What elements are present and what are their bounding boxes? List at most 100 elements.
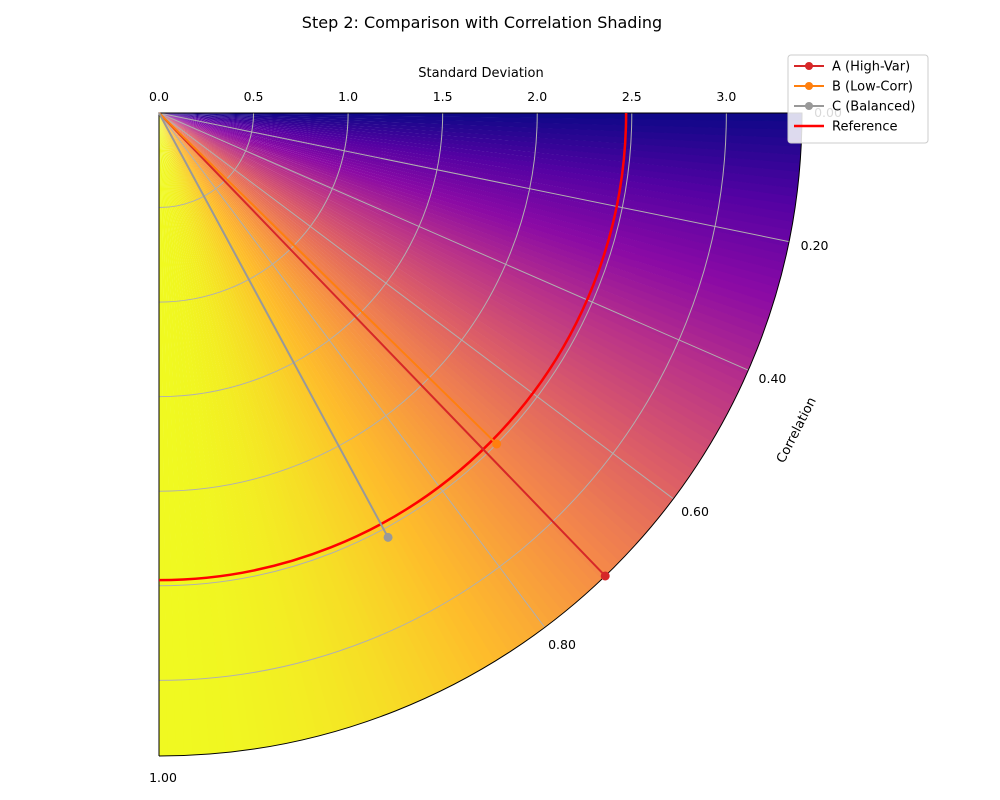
std-grid-arc <box>158 112 444 398</box>
corr-tick-label: 0.20 <box>801 238 829 253</box>
std-grid-arc <box>158 112 727 681</box>
std-tick-label: 3.0 <box>716 89 736 104</box>
shading-wedge <box>159 113 554 632</box>
shading-wedge <box>159 113 724 437</box>
shading-wedge <box>159 113 446 697</box>
shading-wedge <box>159 113 799 223</box>
shading-wedge <box>159 113 728 430</box>
shading-wedge <box>159 113 802 122</box>
shading-wedge <box>159 113 789 273</box>
shading-wedge <box>159 113 392 721</box>
legend-marker <box>805 62 813 70</box>
shading-wedge <box>159 113 498 670</box>
shading-wedge <box>159 113 560 627</box>
shading-wedge <box>159 113 683 501</box>
shading-wedge <box>159 113 744 400</box>
shading-wedge <box>159 113 792 256</box>
shading-wedge <box>159 113 512 661</box>
plot-frame <box>158 112 803 757</box>
shading-wedge <box>159 113 400 718</box>
shading-wedge <box>159 113 794 248</box>
shading-wedge <box>159 113 423 708</box>
shading-wedge <box>159 113 483 678</box>
std-grid-arc <box>158 112 538 492</box>
reference-arc <box>158 112 628 582</box>
std-tick-label: 1.5 <box>433 89 453 104</box>
shading-wedge <box>159 113 802 156</box>
shading-wedge <box>159 113 711 459</box>
shading-wedge <box>159 113 796 240</box>
shading-wedge <box>159 113 540 642</box>
corr-tick-label: 0.80 <box>548 637 576 652</box>
shading-wedge <box>159 113 533 647</box>
shading-wedge <box>159 113 415 711</box>
legend-label: Reference <box>832 120 897 135</box>
shading-wedge <box>159 113 646 546</box>
shading-wedge <box>159 113 586 605</box>
shading-wedge <box>159 113 802 173</box>
shading-wedge <box>159 113 376 726</box>
shading-wedge <box>159 113 505 665</box>
shading-wedge <box>159 113 782 297</box>
shading-wedge <box>159 113 716 452</box>
std-grid-arc <box>158 112 633 587</box>
shading-wedge <box>159 113 772 329</box>
shading-wedge <box>159 113 593 600</box>
shading-wedge <box>159 113 791 265</box>
shading-wedge <box>159 113 802 139</box>
legend-box <box>787 54 929 144</box>
shading-wedge <box>159 113 327 741</box>
shading-wedge <box>159 113 688 494</box>
corr-tick-label: 0.40 <box>759 371 787 386</box>
std-tick-label: 2.0 <box>527 89 547 104</box>
shading-wedge <box>159 113 491 674</box>
shading-wedge <box>159 113 757 369</box>
shading-wedge <box>159 113 344 736</box>
shading-wedge <box>159 113 740 407</box>
shading-wedge <box>159 113 802 190</box>
shading-wedge <box>159 113 802 147</box>
shading-wedge <box>159 113 668 521</box>
corr-grid-spoke <box>158 112 749 371</box>
shading-wedge <box>159 113 775 321</box>
shading-wedge <box>159 113 787 281</box>
shading-wedge <box>159 113 384 723</box>
shading-wedge <box>159 113 519 656</box>
shading-wedge <box>159 113 702 473</box>
series-marker <box>383 532 393 542</box>
legend-label: C (Balanced) <box>832 100 915 115</box>
shading-wedge <box>159 113 663 527</box>
shading-wedge <box>159 113 336 738</box>
grid <box>158 112 790 681</box>
series-line <box>158 112 389 538</box>
std-grid-arc <box>158 112 349 303</box>
shading-wedge <box>159 113 780 305</box>
shading-wedge <box>159 113 629 565</box>
std-tick-label: 0.0 <box>149 89 169 104</box>
shading-wedge <box>159 113 360 731</box>
shading-wedge <box>159 113 802 181</box>
diagram-frame <box>158 112 803 757</box>
shading-wedge <box>159 113 802 130</box>
corr-grid-spoke <box>158 112 790 243</box>
shading-wedge <box>159 113 476 682</box>
legend: A (High-Var) B (Low-Corr) C (Balanced) Refe… <box>787 54 929 144</box>
shading-wedge <box>159 113 617 577</box>
chart-title: Step 2: Comparison with Correlation Shad… <box>302 13 662 32</box>
shading-wedge <box>159 113 751 384</box>
shading-wedge <box>159 113 368 729</box>
shading-wedge <box>159 113 635 559</box>
std-tick-label: 0.5 <box>244 89 264 104</box>
shading-wedge <box>159 113 801 206</box>
shading-wedge <box>159 113 747 392</box>
shading-wedge <box>159 113 652 540</box>
shading-wedge <box>159 113 800 215</box>
shading-wedge <box>159 113 431 705</box>
model-series <box>158 112 610 581</box>
std-tick-label: 2.5 <box>622 89 642 104</box>
shading-wedge <box>159 113 732 422</box>
shading-wedge <box>159 113 461 690</box>
shading-wedge <box>159 113 736 415</box>
shading-wedge <box>159 113 761 361</box>
